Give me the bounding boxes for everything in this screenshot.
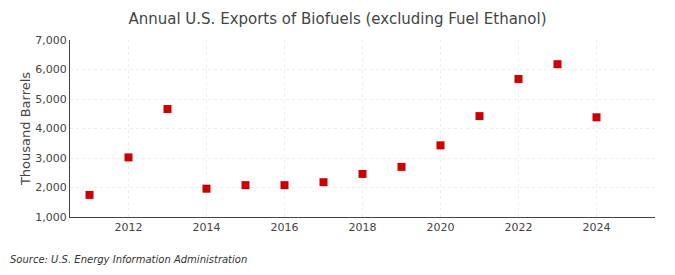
svg-text:1,000: 1,000 xyxy=(35,211,67,224)
svg-text:2014: 2014 xyxy=(193,221,221,234)
svg-text:5,000: 5,000 xyxy=(35,93,67,106)
svg-text:Source: U.S. Energy Informatio: Source: U.S. Energy Information Administ… xyxy=(10,254,247,265)
svg-text:2016: 2016 xyxy=(271,221,299,234)
svg-text:2012: 2012 xyxy=(115,221,143,234)
svg-text:3,000: 3,000 xyxy=(35,152,67,165)
svg-text:2,000: 2,000 xyxy=(35,181,67,194)
svg-text:2022: 2022 xyxy=(505,221,533,234)
svg-text:2020: 2020 xyxy=(427,221,455,234)
svg-text:2024: 2024 xyxy=(583,221,611,234)
svg-text:Annual U.S. Exports of Biofuel: Annual U.S. Exports of Biofuels (excludi… xyxy=(128,10,546,28)
svg-text:6,000: 6,000 xyxy=(35,63,67,76)
svg-text:2018: 2018 xyxy=(349,221,377,234)
svg-text:Thousand Barrels: Thousand Barrels xyxy=(18,72,33,186)
svg-text:7,000: 7,000 xyxy=(35,34,67,47)
svg-text:4,000: 4,000 xyxy=(35,122,67,135)
